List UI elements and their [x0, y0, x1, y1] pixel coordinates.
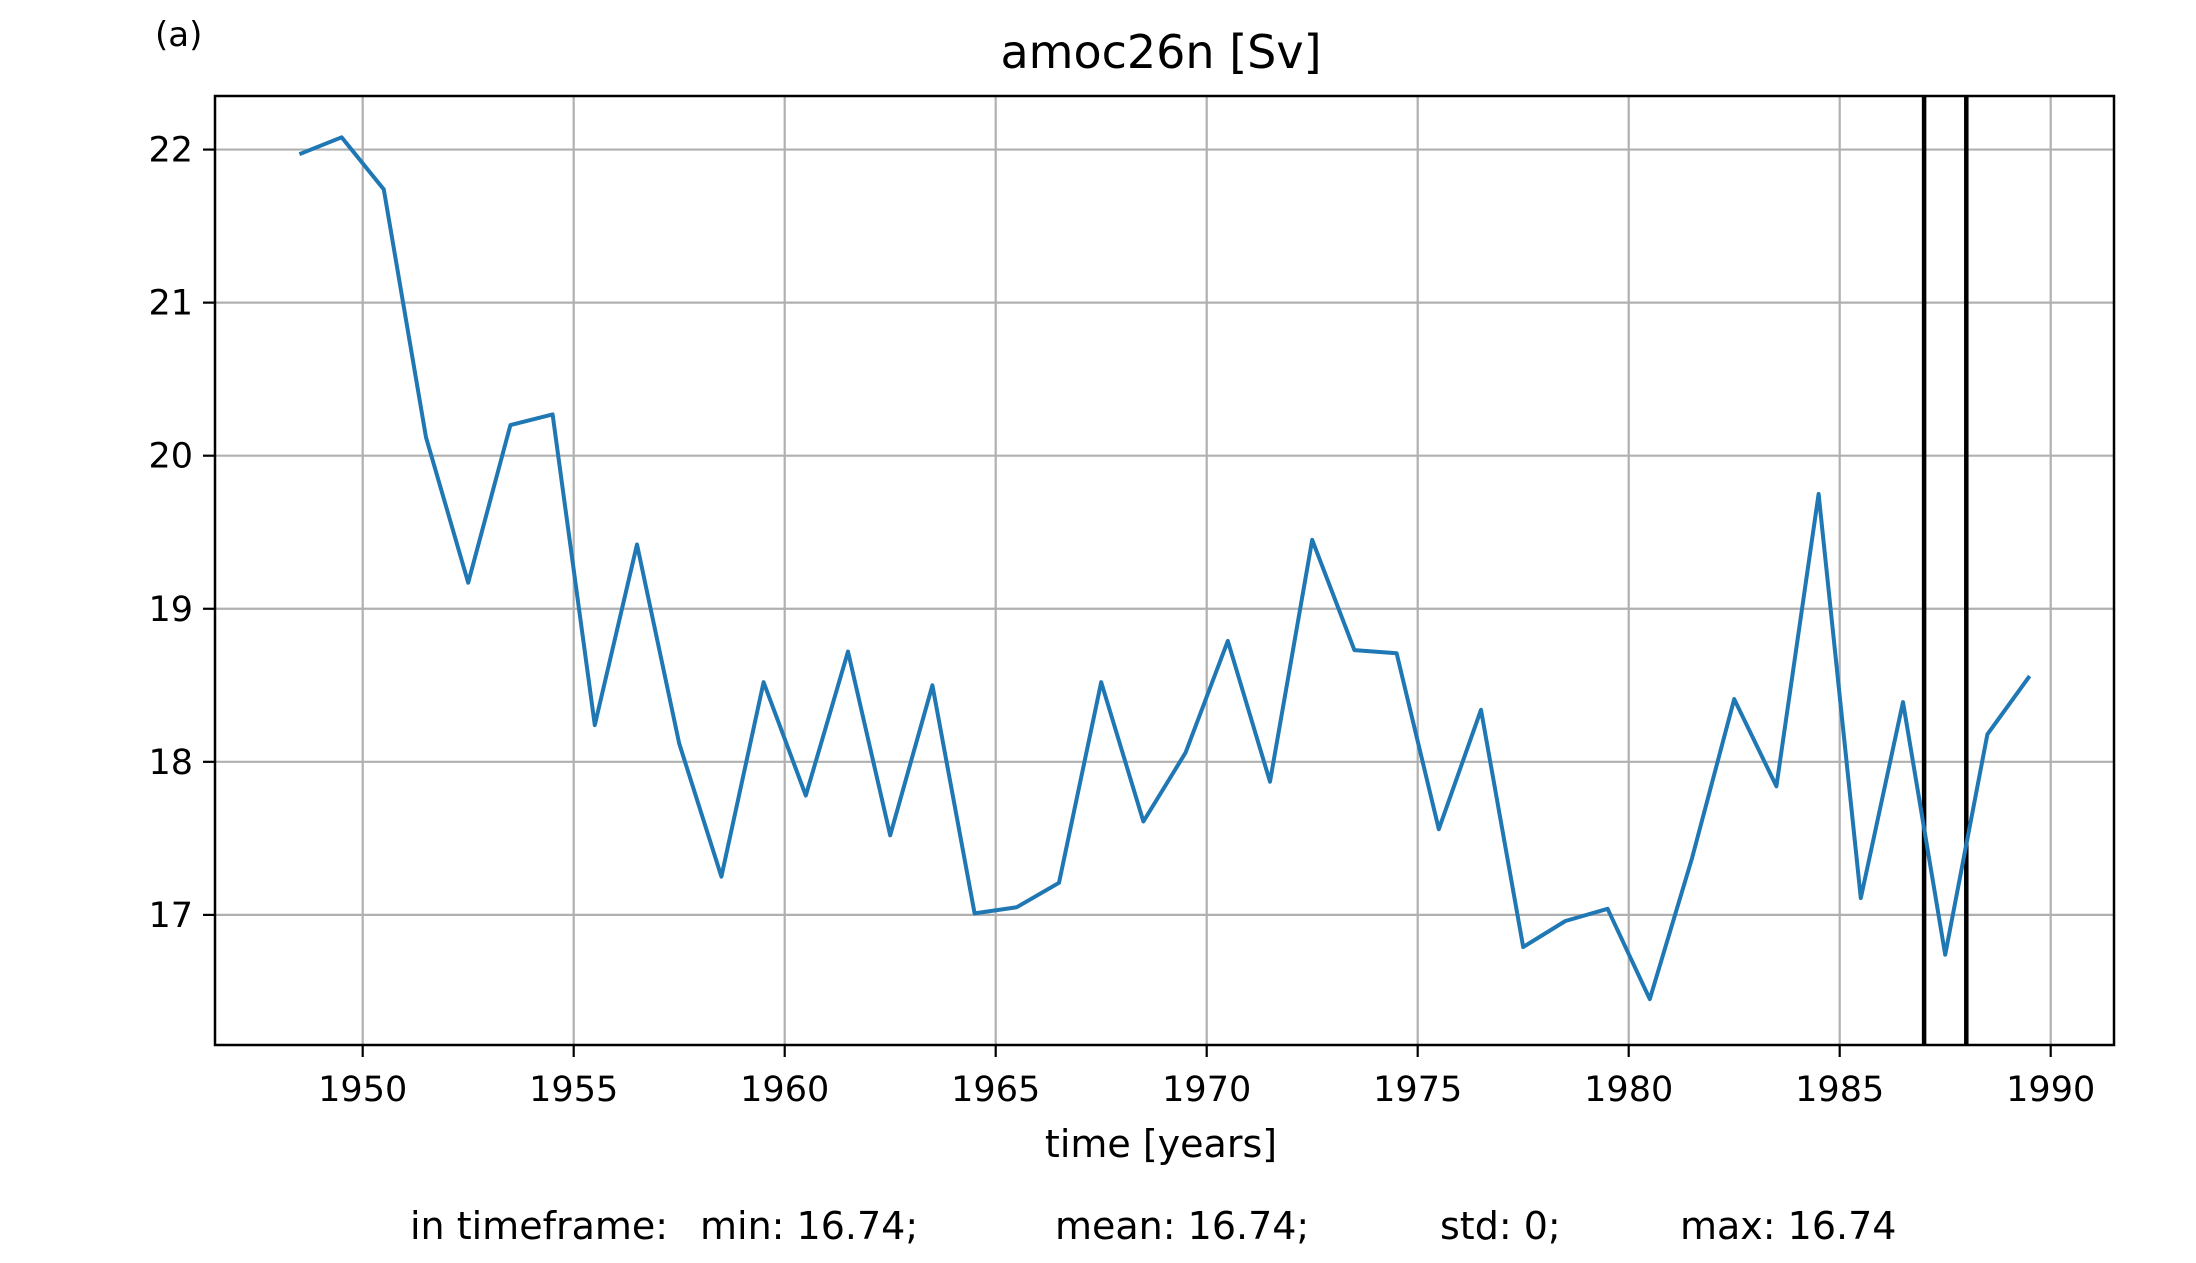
grid-lines	[215, 96, 2114, 1045]
x-tick-label: 1950	[318, 1070, 407, 1110]
x-axis: 1950 1955 1960 1965 1970 1975 1980 1985 1990	[318, 1045, 2095, 1110]
plot-frame	[213, 94, 2116, 1047]
stats-prefix: in timeframe:	[410, 1204, 668, 1248]
x-tick-label: 1990	[2006, 1070, 2095, 1110]
y-tick-label: 20	[148, 437, 193, 477]
x-tick-label: 1965	[951, 1070, 1040, 1110]
x-tick-label: 1975	[1373, 1070, 1462, 1110]
x-tick-label: 1960	[740, 1070, 829, 1110]
x-tick-label: 1955	[529, 1070, 618, 1110]
y-tick-label: 21	[148, 284, 193, 324]
series-line-amoc26n	[298, 135, 2032, 1002]
y-tick-label: 22	[148, 131, 193, 171]
y-tick-label: 18	[148, 743, 193, 783]
stats-std: std: 0;	[1440, 1204, 1561, 1248]
stats-min: min: 16.74;	[700, 1204, 918, 1248]
marker-lines	[1921, 96, 1969, 1045]
x-axis-label: time [years]	[1045, 1122, 1277, 1166]
y-tick-label: 17	[148, 896, 193, 936]
x-tick-label: 1970	[1162, 1070, 1251, 1110]
stats-line: in timeframe: min: 16.74; mean: 16.74; s…	[410, 1204, 1896, 1248]
stats-max: max: 16.74	[1680, 1204, 1896, 1248]
x-tick-label: 1985	[1795, 1070, 1884, 1110]
stats-mean: mean: 16.74;	[1055, 1204, 1309, 1248]
panel-label: (a)	[155, 15, 202, 55]
y-tick-label: 19	[148, 590, 193, 630]
chart-title: amoc26n [Sv]	[1000, 25, 1321, 79]
x-tick-label: 1980	[1584, 1070, 1673, 1110]
y-axis: 17 18 19 20 21 22	[148, 131, 215, 936]
